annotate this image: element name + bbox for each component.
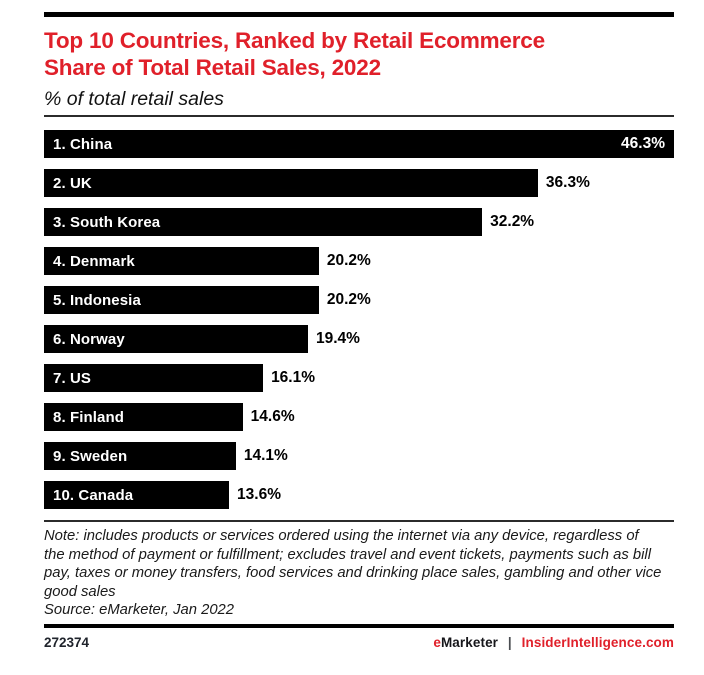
chart-title: Top 10 Countries, Ranked by Retail Ecomm…: [44, 27, 674, 81]
emarketer-logo: eMarketer: [433, 635, 498, 650]
bar-value: 19.4%: [315, 330, 360, 347]
bar-label: 8. Finland: [53, 408, 125, 426]
chart-title-line-1: Top 10 Countries, Ranked by Retail Ecomm…: [44, 28, 545, 53]
bar-row: 9. Sweden 14.1%: [44, 442, 674, 470]
bar-south-korea: 3. South Korea: [44, 208, 483, 236]
top-rule: [44, 12, 674, 17]
bar-label: 7. US: [53, 369, 92, 387]
bar-indonesia: 5. Indonesia: [44, 286, 319, 314]
bar-uk: 2. UK: [44, 169, 538, 197]
bar-row: 10. Canada 13.6%: [44, 481, 674, 509]
bar-finland: 8. Finland: [44, 403, 243, 431]
bar-value: 14.1%: [243, 447, 288, 464]
footer-divider: [44, 623, 674, 628]
chart-card: Top 10 Countries, Ranked by Retail Ecomm…: [0, 12, 704, 675]
note-divider: [44, 520, 674, 522]
bar-label: 6. Norway: [53, 330, 125, 348]
emarketer-logo-e: e: [433, 634, 441, 650]
bar-value: 20.2%: [326, 291, 371, 308]
bar-row: 7. US 16.1%: [44, 364, 674, 392]
bar-label: 1. China: [53, 135, 113, 153]
bar-value: 13.6%: [237, 486, 281, 503]
bar-row: 3. South Korea 32.2%: [44, 208, 674, 236]
bar-label: 5. Indonesia: [53, 291, 141, 309]
bar-label: 10. Canada: [53, 486, 134, 504]
bar-us: 7. US: [44, 364, 264, 392]
bar-label: 4. Denmark: [53, 252, 135, 270]
bar-sweden: 9. Sweden: [44, 442, 236, 470]
bar-value: 16.1%: [271, 369, 316, 386]
bar-value: 14.6%: [250, 408, 295, 425]
chart-id: 272374: [44, 634, 90, 650]
bar-row: 2. UK 36.3%: [44, 169, 674, 197]
subtitle-divider: [44, 115, 674, 117]
bar-row: 4. Denmark 20.2%: [44, 247, 674, 275]
bar-china: 1. China 46.3%: [44, 130, 674, 158]
bar-row: 1. China 46.3%: [44, 130, 674, 158]
brand-links: eMarketer | InsiderIntelligence.com: [433, 635, 674, 650]
bar-label: 3. South Korea: [53, 213, 161, 231]
chart-title-line-2: Share of Total Retail Sales, 2022: [44, 55, 381, 80]
insider-intelligence-link: InsiderIntelligence.com: [521, 634, 674, 650]
chart-note: Note: includes products or services orde…: [44, 528, 662, 600]
chart-source: Source: eMarketer, Jan 2022: [44, 602, 235, 619]
bar-value: 46.3%: [621, 135, 665, 152]
bar-denmark: 4. Denmark: [44, 247, 319, 275]
bar-row: 5. Indonesia 20.2%: [44, 286, 674, 314]
bar-label: 9. Sweden: [53, 447, 128, 465]
footer: 272374 eMarketer | InsiderIntelligence.c…: [44, 635, 674, 650]
bar-value: 36.3%: [545, 174, 590, 191]
bar-norway: 6. Norway: [44, 325, 308, 353]
bar-canada: 10. Canada: [44, 481, 230, 509]
bar-chart: 1. China 46.3% 2. UK 36.3% 3. South Korea 32.…: [44, 130, 674, 509]
chart-subtitle: % of total retail sales: [44, 88, 224, 110]
bar-value: 32.2%: [490, 213, 535, 230]
footer-separator: |: [507, 634, 512, 650]
emarketer-logo-rest: Marketer: [440, 634, 499, 650]
bar-row: 8. Finland 14.6%: [44, 403, 674, 431]
bar-value: 20.2%: [326, 252, 371, 269]
bar-row: 6. Norway 19.4%: [44, 325, 674, 353]
bar-label: 2. UK: [53, 174, 92, 192]
